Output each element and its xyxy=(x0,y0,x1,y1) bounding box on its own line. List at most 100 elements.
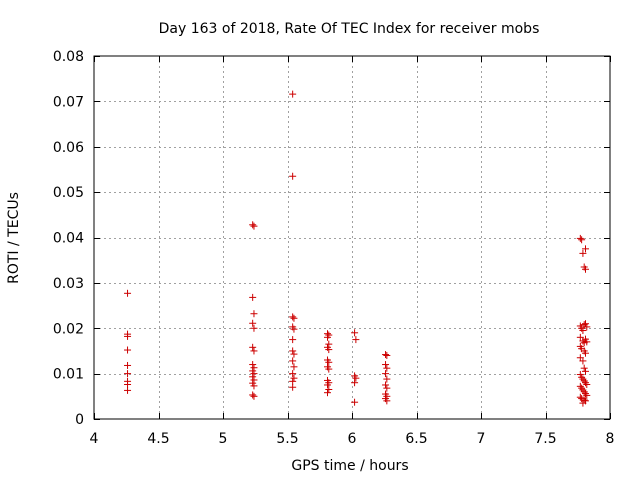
data-point xyxy=(583,391,591,399)
data-point xyxy=(249,319,257,327)
data-point xyxy=(580,364,588,372)
data-point xyxy=(382,361,390,369)
y-tick-label: 0.08 xyxy=(53,49,84,65)
data-point xyxy=(249,343,257,351)
y-axis-label: ROTI / TECUs xyxy=(6,192,22,284)
data-point xyxy=(351,329,359,337)
data-point xyxy=(579,357,587,365)
data-point xyxy=(250,376,258,384)
data-point xyxy=(290,363,298,371)
data-point xyxy=(289,383,297,391)
data-point xyxy=(583,381,591,389)
data-point xyxy=(576,393,584,401)
data-point xyxy=(580,388,588,396)
data-point xyxy=(124,386,132,394)
x-tick-label: 7.5 xyxy=(534,431,556,447)
data-point xyxy=(578,236,586,244)
data-points xyxy=(124,90,591,407)
data-point xyxy=(581,367,589,375)
y-tick-labels: 0 0.01 0.02 0.03 0.04 0.05 0.06 0.07 0.08 xyxy=(53,49,84,428)
x-tick-label: 4.5 xyxy=(147,431,169,447)
plot-frame xyxy=(93,55,611,420)
x-tick-label: 8 xyxy=(606,431,615,447)
data-point xyxy=(289,313,297,321)
data-point xyxy=(289,347,297,355)
y-tick-label: 0.03 xyxy=(53,276,84,292)
data-point xyxy=(576,382,584,390)
data-point xyxy=(579,375,587,383)
data-point xyxy=(581,349,589,357)
x-tick-labels: 4 4.5 5 5.5 6 6.5 7 7.5 8 xyxy=(90,431,615,447)
data-point xyxy=(124,361,132,369)
data-point xyxy=(325,358,333,366)
data-point xyxy=(382,351,390,359)
data-point xyxy=(289,336,297,344)
y-tick-label: 0 xyxy=(75,412,84,428)
data-point xyxy=(290,325,298,333)
y-tick-label: 0.01 xyxy=(53,367,84,383)
data-point xyxy=(250,324,258,332)
data-point xyxy=(382,381,390,389)
data-point xyxy=(249,373,257,381)
data-point xyxy=(576,234,584,242)
data-point xyxy=(289,172,297,180)
y-tick-label: 0.05 xyxy=(53,185,84,201)
data-point xyxy=(382,370,390,378)
y-tick-label: 0.06 xyxy=(53,140,84,156)
data-point xyxy=(581,320,589,328)
data-point xyxy=(583,323,591,331)
data-point xyxy=(325,365,333,373)
data-point xyxy=(383,397,391,405)
data-point xyxy=(579,249,587,257)
data-point xyxy=(581,245,589,253)
data-point xyxy=(250,310,258,318)
x-tick-label: 6 xyxy=(348,431,357,447)
data-point xyxy=(124,289,132,297)
data-point xyxy=(290,314,298,322)
data-point xyxy=(351,398,359,406)
data-point xyxy=(579,386,587,394)
data-point xyxy=(250,370,258,378)
data-point xyxy=(249,391,257,399)
y-tick-label: 0.07 xyxy=(53,94,84,110)
data-point xyxy=(323,333,331,341)
data-point xyxy=(579,327,587,335)
x-axis-label: GPS time / hours xyxy=(291,458,408,474)
data-point xyxy=(124,370,132,378)
data-point xyxy=(323,389,331,397)
data-point xyxy=(250,347,258,355)
data-point xyxy=(352,336,360,344)
data-point xyxy=(250,364,258,372)
x-tick-label: 6.5 xyxy=(405,431,427,447)
x-tick-label: 4 xyxy=(90,431,99,447)
data-point xyxy=(289,377,297,385)
x-tick-label: 5 xyxy=(219,431,228,447)
grid-lines xyxy=(94,56,610,419)
data-point xyxy=(576,333,584,341)
data-point xyxy=(383,364,391,372)
data-point xyxy=(289,357,297,365)
data-point xyxy=(290,374,298,382)
data-point xyxy=(249,293,257,301)
data-point xyxy=(580,377,588,385)
chart-title: Day 163 of 2018, Rate Of TEC Index for r… xyxy=(159,21,540,37)
data-point xyxy=(124,381,132,389)
data-point xyxy=(323,381,331,389)
data-point xyxy=(250,392,258,400)
y-tick-label: 0.04 xyxy=(53,231,84,247)
data-point xyxy=(583,338,591,346)
data-point xyxy=(250,382,258,390)
data-point xyxy=(325,386,333,394)
data-point xyxy=(581,379,589,387)
data-point xyxy=(290,350,298,358)
data-point xyxy=(578,373,586,381)
data-point xyxy=(325,346,333,354)
x-tick-label: 5.5 xyxy=(276,431,298,447)
y-tick-label: 0.02 xyxy=(53,321,84,337)
data-point xyxy=(383,351,391,359)
data-point xyxy=(579,399,587,407)
data-point xyxy=(578,384,586,392)
data-point xyxy=(383,384,391,392)
data-point xyxy=(352,374,360,382)
